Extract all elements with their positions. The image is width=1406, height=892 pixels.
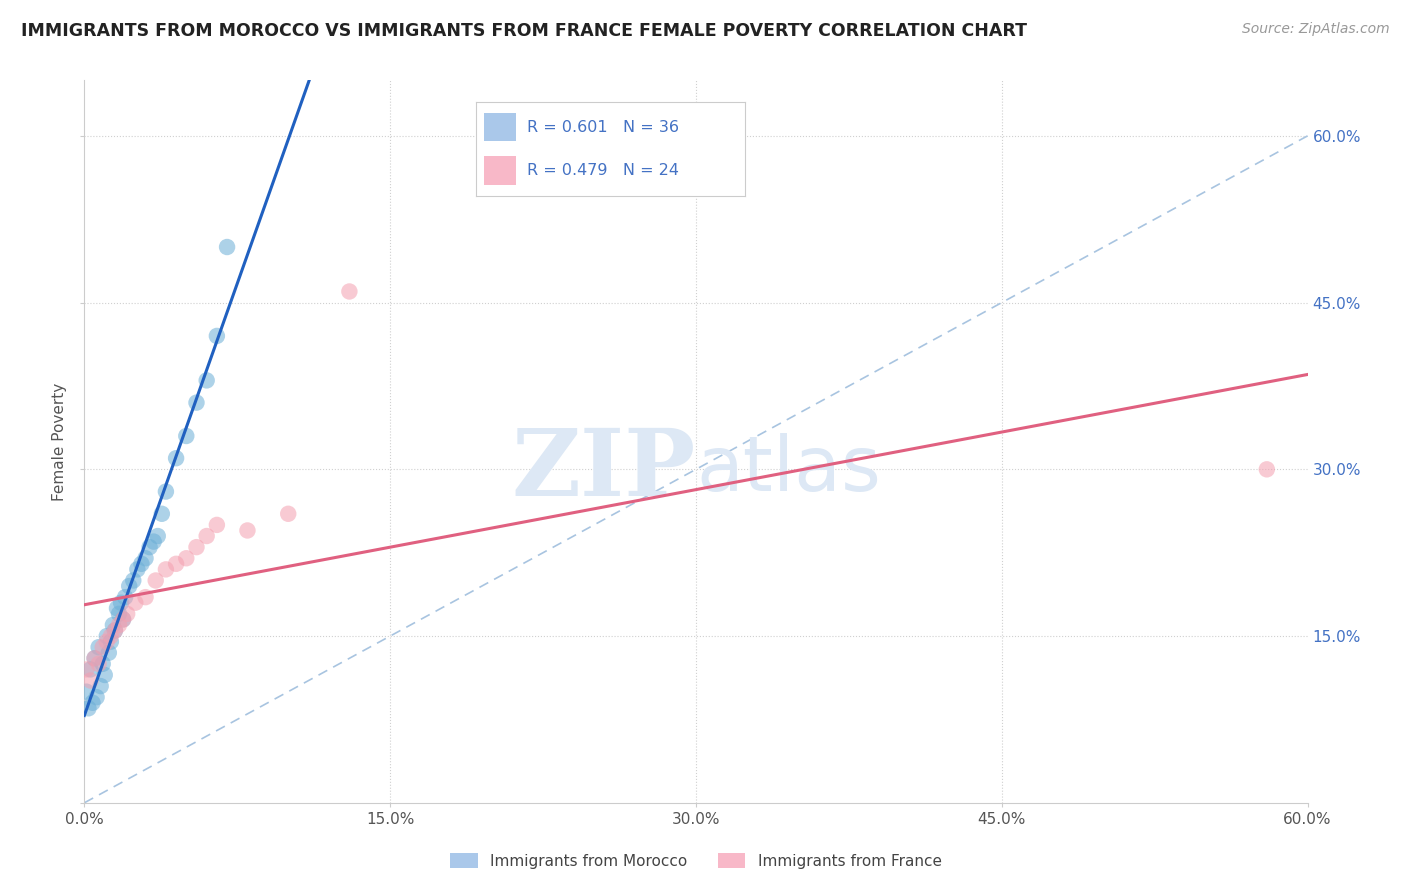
Point xyxy=(90,679,112,693)
Point xyxy=(155,562,177,576)
Point xyxy=(83,651,105,665)
Point xyxy=(77,701,100,715)
Point xyxy=(104,624,127,638)
Point xyxy=(195,373,218,387)
Point xyxy=(86,690,108,705)
Point xyxy=(100,629,122,643)
Text: ZIP: ZIP xyxy=(512,425,696,516)
Point xyxy=(93,668,115,682)
Point xyxy=(174,429,197,443)
Point xyxy=(118,579,141,593)
Point xyxy=(127,562,149,576)
Point xyxy=(101,618,124,632)
Point xyxy=(150,507,173,521)
Point xyxy=(110,596,132,610)
Point xyxy=(135,590,157,604)
Point xyxy=(114,590,136,604)
Point xyxy=(138,540,160,554)
Point xyxy=(108,607,131,621)
Point xyxy=(205,517,228,532)
Point xyxy=(122,574,145,588)
Point xyxy=(79,662,101,676)
Point xyxy=(165,557,187,571)
Point xyxy=(97,646,120,660)
Point xyxy=(146,529,169,543)
Point xyxy=(112,612,135,626)
Text: atlas: atlas xyxy=(696,434,880,508)
Point xyxy=(108,618,131,632)
Point xyxy=(145,574,167,588)
Point xyxy=(339,285,361,299)
Point xyxy=(83,651,105,665)
Legend: Immigrants from Morocco, Immigrants from France: Immigrants from Morocco, Immigrants from… xyxy=(444,847,948,875)
Point xyxy=(174,551,197,566)
Point xyxy=(75,662,97,676)
Point xyxy=(195,529,218,543)
Point xyxy=(96,629,118,643)
Point xyxy=(75,684,97,698)
Point xyxy=(186,540,208,554)
Point xyxy=(82,696,104,710)
Point xyxy=(96,634,118,648)
Point xyxy=(217,240,239,254)
Point xyxy=(155,484,177,499)
Point xyxy=(100,634,122,648)
Point xyxy=(186,395,208,409)
Point xyxy=(87,640,110,655)
Y-axis label: Female Poverty: Female Poverty xyxy=(52,383,67,500)
Text: IMMIGRANTS FROM MOROCCO VS IMMIGRANTS FROM FRANCE FEMALE POVERTY CORRELATION CHA: IMMIGRANTS FROM MOROCCO VS IMMIGRANTS FR… xyxy=(21,22,1028,40)
Point xyxy=(105,601,128,615)
Point xyxy=(91,657,114,671)
Point xyxy=(79,673,101,688)
Point xyxy=(115,607,138,621)
Point xyxy=(205,329,228,343)
Point xyxy=(131,557,153,571)
Point xyxy=(135,551,157,566)
Point xyxy=(91,640,114,655)
Point xyxy=(142,534,165,549)
Point xyxy=(277,507,299,521)
Point xyxy=(112,612,135,626)
Point xyxy=(165,451,187,466)
Point xyxy=(104,624,127,638)
Text: Source: ZipAtlas.com: Source: ZipAtlas.com xyxy=(1241,22,1389,37)
Point xyxy=(236,524,259,538)
Point xyxy=(124,596,146,610)
Point xyxy=(1256,462,1278,476)
Point xyxy=(87,657,110,671)
